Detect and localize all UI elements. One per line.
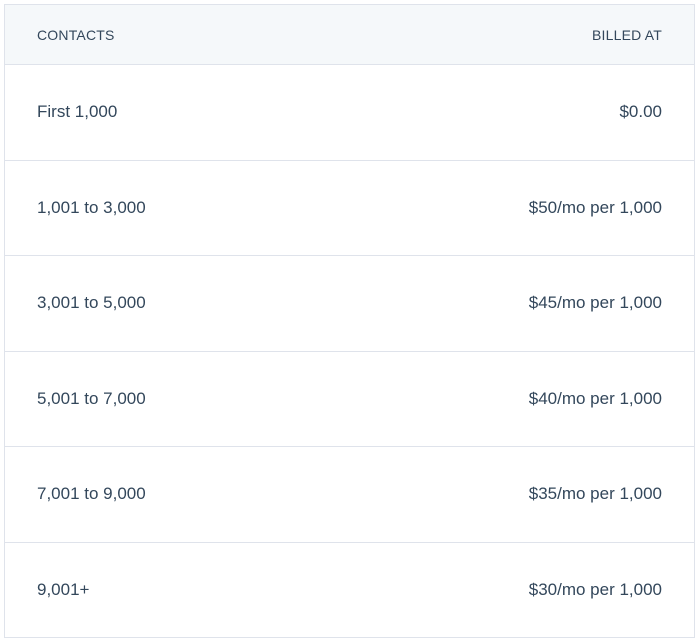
contacts-cell: 7,001 to 9,000 xyxy=(37,484,146,504)
table-row: 9,001+ $30/mo per 1,000 xyxy=(5,541,694,638)
table-row: First 1,000 $0.00 xyxy=(5,64,694,160)
contacts-cell: 5,001 to 7,000 xyxy=(37,388,146,408)
billed-at-cell: $40/mo per 1,000 xyxy=(528,388,662,408)
table-header: CONTACTS BILLED AT xyxy=(5,5,694,64)
billed-at-cell: $0.00 xyxy=(619,102,662,122)
header-contacts: CONTACTS xyxy=(37,26,115,43)
billed-at-cell: $50/mo per 1,000 xyxy=(528,197,662,217)
billed-at-cell: $30/mo per 1,000 xyxy=(528,579,662,599)
header-billed-at: BILLED AT xyxy=(591,26,662,43)
billed-at-cell: $35/mo per 1,000 xyxy=(528,484,662,504)
table-row: 7,001 to 9,000 $35/mo per 1,000 xyxy=(5,446,694,542)
table-row: 1,001 to 3,000 $50/mo per 1,000 xyxy=(5,159,694,256)
pricing-table: CONTACTS BILLED AT First 1,000 $0.00 1,0… xyxy=(4,4,695,638)
contacts-cell: 1,001 to 3,000 xyxy=(37,197,146,217)
table-row: 3,001 to 5,000 $45/mo per 1,000 xyxy=(5,255,694,351)
billed-at-cell: $45/mo per 1,000 xyxy=(528,293,662,313)
contacts-cell: First 1,000 xyxy=(37,102,118,122)
contacts-cell: 9,001+ xyxy=(37,579,90,599)
table-row: 5,001 to 7,000 $40/mo per 1,000 xyxy=(5,350,694,447)
contacts-cell: 3,001 to 5,000 xyxy=(37,293,146,313)
